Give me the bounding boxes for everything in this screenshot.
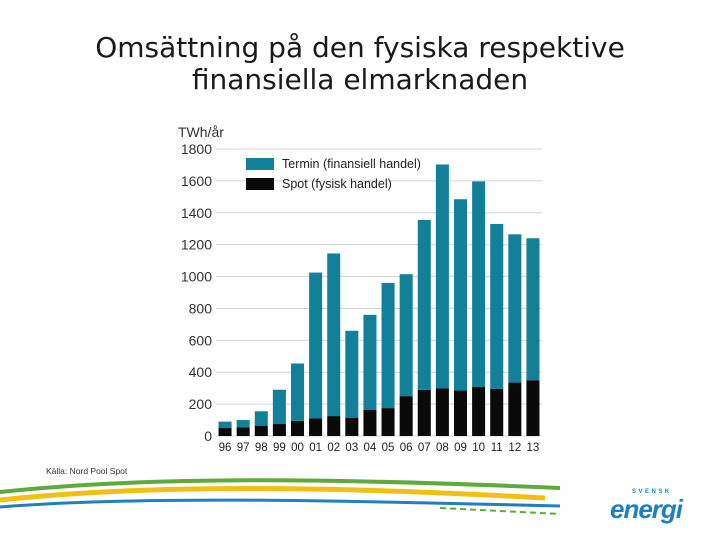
swoosh-green: [0, 478, 561, 494]
x-tick-label: 08: [436, 442, 449, 454]
x-tick-label: 05: [382, 442, 395, 454]
bar-termin-00: [290, 363, 305, 421]
bar-termin-12: [508, 234, 522, 383]
bar-spot-97: [236, 427, 250, 436]
slide-title-line-1: Omsättning på den fysiska respektive: [95, 31, 625, 64]
y-tick-label: 200: [189, 396, 213, 412]
bar-termin-99: [272, 389, 286, 425]
bar-spot-06: [399, 396, 413, 436]
bar-termin-05: [381, 282, 395, 409]
bar-termin-97: [236, 420, 250, 428]
bar-spot-04: [363, 409, 377, 436]
bar-spot-07: [417, 389, 431, 436]
y-tick-label: 1000: [181, 269, 212, 285]
bar-termin-01: [309, 272, 323, 419]
bar-termin-96: [218, 421, 232, 429]
bar-spot-12: [508, 382, 522, 436]
bar-termin-98: [254, 411, 268, 426]
bar-termin-02: [327, 253, 341, 417]
bar-spot-10: [472, 387, 486, 436]
bar-spot-99: [272, 424, 286, 436]
y-tick-label: 1200: [181, 237, 212, 253]
y-axis-unit-label: TWh/år: [178, 124, 224, 140]
x-tick-label: 09: [454, 442, 467, 454]
y-tick-label: 800: [189, 300, 213, 316]
bar-spot-09: [453, 390, 468, 436]
bar-spot-03: [345, 417, 359, 436]
x-tick-label: 03: [345, 442, 358, 454]
logo-main-text: energi: [610, 494, 683, 524]
bar-termin-06: [399, 274, 413, 397]
bar-termin-10: [472, 181, 486, 388]
logo-small-text: SVENSK: [632, 489, 672, 495]
bar-termin-09: [453, 199, 468, 391]
slide-title: Omsättning på den fysiska respektive fin…: [60, 32, 660, 96]
x-tick-label: 04: [364, 442, 377, 454]
bar-termin-08: [435, 164, 449, 389]
x-tick-label: 97: [237, 442, 250, 454]
swoosh-yellow: [0, 486, 546, 503]
x-tick-label: 99: [273, 442, 286, 454]
y-tick-label: 1800: [181, 141, 212, 157]
bar-spot-01: [309, 418, 323, 436]
y-tick-label: 1600: [181, 173, 212, 189]
bar-spot-08: [435, 388, 449, 436]
bar-spot-98: [254, 425, 268, 436]
x-tick-label: 06: [400, 442, 413, 454]
bar-termin-11: [490, 223, 504, 389]
legend-swatch-spot: [246, 178, 274, 190]
x-tick-label: 02: [327, 442, 340, 454]
bar-termin-07: [417, 219, 431, 390]
y-tick-label: 0: [204, 428, 212, 444]
bar-spot-11: [490, 388, 504, 436]
bar-spot-00: [290, 420, 305, 436]
bar-spot-13: [526, 380, 540, 436]
bar-spot-05: [381, 408, 395, 436]
stacked-bar-chart: TWh/år0200400600800100012001400160018009…: [178, 124, 542, 454]
x-tick-label: 98: [255, 442, 268, 454]
bar-termin-13: [526, 238, 540, 381]
svensk-energi-logo: SVENSK energi: [608, 489, 694, 523]
bar-termin-04: [363, 314, 377, 410]
x-tick-label: 13: [527, 442, 540, 454]
x-tick-label: 01: [309, 442, 322, 454]
legend-label-spot: Spot (fysisk handel): [282, 177, 392, 191]
bar-spot-96: [218, 428, 232, 436]
swoosh-dashes: [439, 507, 561, 515]
bar-spot-02: [327, 416, 341, 436]
slide-title-line-2: finansiella elmarknaden: [191, 63, 529, 96]
x-tick-label: 10: [472, 442, 485, 454]
x-tick-label: 12: [508, 442, 521, 454]
bar-termin-03: [345, 330, 359, 418]
legend-swatch-termin: [246, 158, 274, 170]
y-tick-label: 400: [189, 364, 213, 380]
x-tick-label: 00: [291, 442, 304, 454]
swoosh-blue: [0, 498, 561, 509]
source-note: Källa: Nord Pool Spot: [46, 466, 128, 476]
y-tick-label: 1400: [181, 205, 212, 221]
y-tick-label: 600: [189, 332, 213, 348]
x-tick-label: 96: [219, 442, 232, 454]
x-tick-label: 07: [418, 442, 431, 454]
x-tick-label: 11: [491, 442, 503, 454]
legend-label-termin: Termin (finansiell handel): [282, 157, 421, 171]
decorative-swoosh: [0, 478, 561, 515]
